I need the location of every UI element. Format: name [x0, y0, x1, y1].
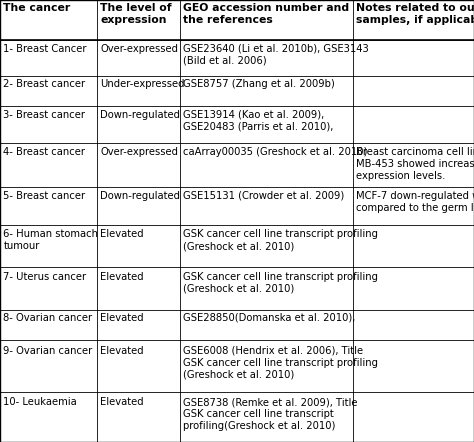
Text: 6- Human stomach
tumour: 6- Human stomach tumour: [3, 229, 98, 251]
Text: GSE8738 (Remke et al. 2009), Title
GSK cancer cell line transcript
profiling(Gre: GSE8738 (Remke et al. 2009), Title GSK c…: [183, 397, 358, 431]
Text: GSE23640 (Li et al. 2010b), GSE3143
(Bild et al. 2006): GSE23640 (Li et al. 2010b), GSE3143 (Bil…: [183, 44, 369, 66]
Text: Breast carcinoma cell lines; MDA-
MB-453 showed increase
expression levels.: Breast carcinoma cell lines; MDA- MB-453…: [356, 147, 474, 181]
Text: Elevated: Elevated: [100, 271, 144, 282]
Text: caArray00035 (Greshock et al. 2010): caArray00035 (Greshock et al. 2010): [183, 147, 368, 157]
Text: GEO accession number and
the references: GEO accession number and the references: [183, 3, 349, 25]
Text: GSK cancer cell line transcript profiling
(Greshock et al. 2010): GSK cancer cell line transcript profilin…: [183, 271, 378, 293]
Text: GSE8757 (Zhang et al. 2009b): GSE8757 (Zhang et al. 2009b): [183, 79, 335, 88]
Text: 10- Leukaemia: 10- Leukaemia: [3, 397, 77, 408]
Text: 4- Breast cancer: 4- Breast cancer: [3, 147, 85, 157]
Text: MCF-7 down-regulated when
compared to the germ line DNA: MCF-7 down-regulated when compared to th…: [356, 191, 474, 213]
Text: 8- Ovarian cancer: 8- Ovarian cancer: [3, 312, 92, 323]
Text: Down-regulated: Down-regulated: [100, 191, 181, 201]
Text: 5- Breast cancer: 5- Breast cancer: [3, 191, 85, 201]
Text: Down-regulated: Down-regulated: [100, 110, 181, 120]
Text: 9- Ovarian cancer: 9- Ovarian cancer: [3, 346, 92, 356]
Text: Elevated: Elevated: [100, 229, 144, 240]
Text: Elevated: Elevated: [100, 312, 144, 323]
Text: GSE6008 (Hendrix et al. 2006), Title
GSK cancer cell line transcript profiling
(: GSE6008 (Hendrix et al. 2006), Title GSK…: [183, 346, 378, 380]
Text: GSK cancer cell line transcript profiling
(Greshock et al. 2010): GSK cancer cell line transcript profilin…: [183, 229, 378, 251]
Text: 7- Uterus cancer: 7- Uterus cancer: [3, 271, 86, 282]
Text: 3- Breast cancer: 3- Breast cancer: [3, 110, 85, 120]
Text: Notes related to our cancer
samples, if applicable: Notes related to our cancer samples, if …: [356, 3, 474, 25]
Text: Over-expressed: Over-expressed: [100, 44, 179, 54]
Text: Over-expressed: Over-expressed: [100, 147, 179, 157]
Text: The cancer: The cancer: [3, 3, 71, 13]
Text: The level of
expression: The level of expression: [100, 3, 172, 25]
Text: GSE15131 (Crowder et al. 2009): GSE15131 (Crowder et al. 2009): [183, 191, 345, 201]
Text: 2- Breast cancer: 2- Breast cancer: [3, 79, 85, 88]
Text: Under-expressed: Under-expressed: [100, 79, 185, 88]
Text: Elevated: Elevated: [100, 397, 144, 408]
Text: 1- Breast Cancer: 1- Breast Cancer: [3, 44, 87, 54]
Text: Elevated: Elevated: [100, 346, 144, 356]
Text: GSE13914 (Kao et al. 2009),
GSE20483 (Parris et al. 2010),: GSE13914 (Kao et al. 2009), GSE20483 (Pa…: [183, 110, 334, 132]
Text: GSE28850(Domanska et al. 2010),: GSE28850(Domanska et al. 2010),: [183, 312, 356, 323]
